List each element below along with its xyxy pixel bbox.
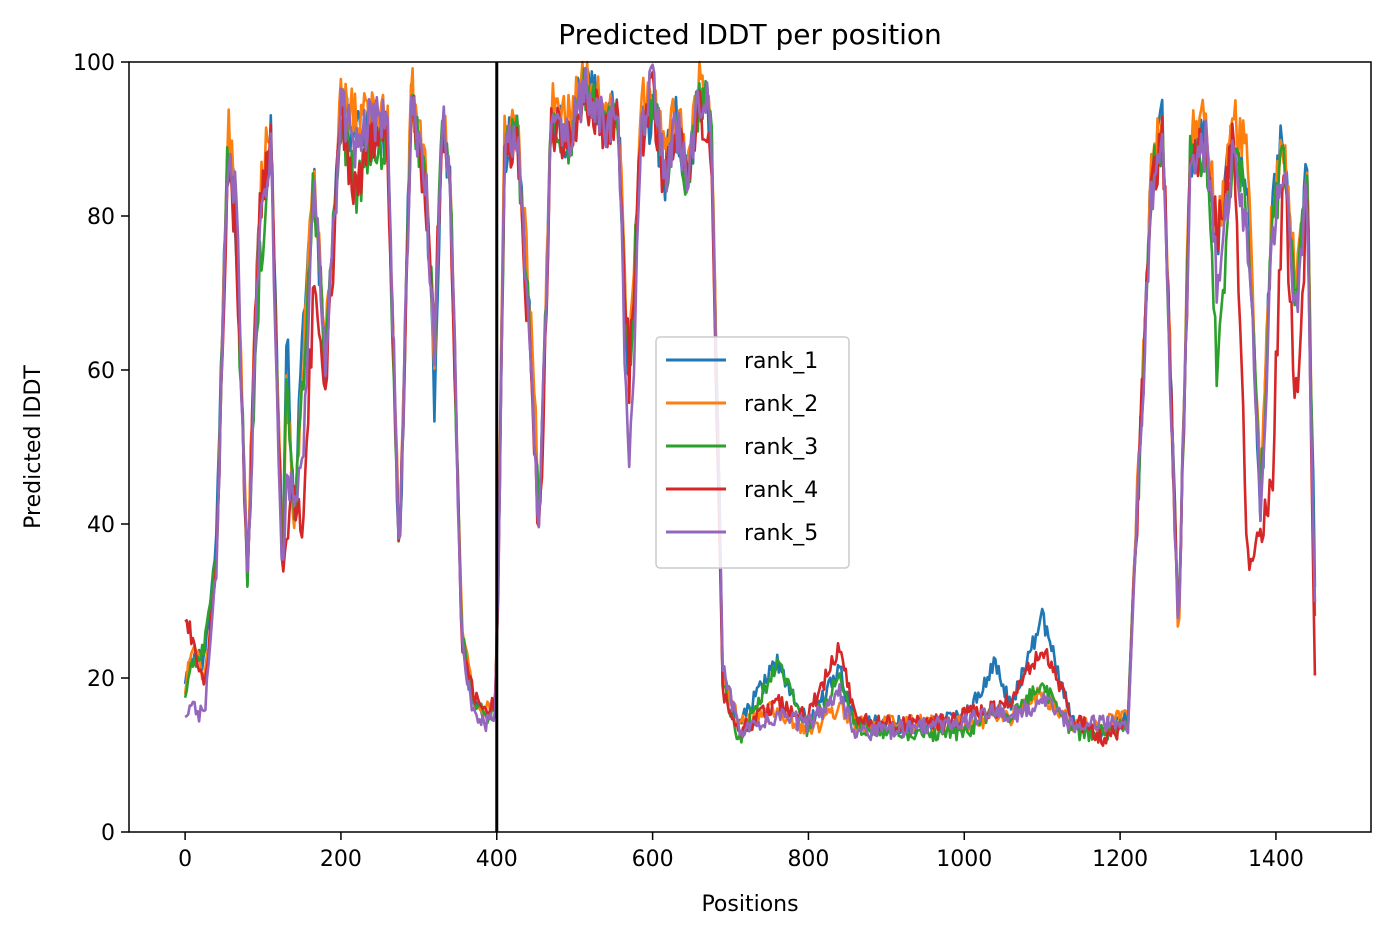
chart-title: Predicted lDDT per position xyxy=(558,18,942,51)
y-tick-label: 60 xyxy=(87,359,115,384)
legend-box xyxy=(655,336,850,569)
x-tick-label: 1000 xyxy=(936,847,992,872)
x-axis-ticks: 0 200 400 600 800 1000 1200 1400 xyxy=(178,832,1304,872)
y-axis-ticks: 0 20 40 60 80 100 xyxy=(73,51,129,846)
x-tick-label: 1400 xyxy=(1248,847,1304,872)
plot-lines xyxy=(183,60,1317,747)
legend: rank_1 rank_2 rank_3 rank_4 rank_5 xyxy=(655,336,850,569)
y-axis-label: Predicted lDDT xyxy=(21,365,46,529)
legend-label: rank_1 xyxy=(744,349,818,374)
x-tick-label: 0 xyxy=(178,847,192,872)
x-tick-label: 800 xyxy=(787,847,829,872)
legend-label: rank_5 xyxy=(744,521,818,546)
legend-label: rank_2 xyxy=(744,392,818,417)
x-tick-label: 600 xyxy=(632,847,674,872)
y-tick-label: 20 xyxy=(87,667,115,692)
y-tick-label: 100 xyxy=(73,51,115,76)
y-tick-label: 40 xyxy=(87,513,115,538)
y-tick-label: 0 xyxy=(101,821,115,846)
x-tick-label: 200 xyxy=(320,847,362,872)
series-line-rank_5 xyxy=(184,63,1317,742)
plot-frame xyxy=(128,61,1372,833)
x-tick-label: 1200 xyxy=(1092,847,1148,872)
x-tick-label: 400 xyxy=(476,847,518,872)
legend-label: rank_4 xyxy=(744,478,818,503)
legend-label: rank_3 xyxy=(744,435,818,460)
x-axis-label: Positions xyxy=(701,892,798,917)
y-tick-label: 80 xyxy=(87,205,115,230)
